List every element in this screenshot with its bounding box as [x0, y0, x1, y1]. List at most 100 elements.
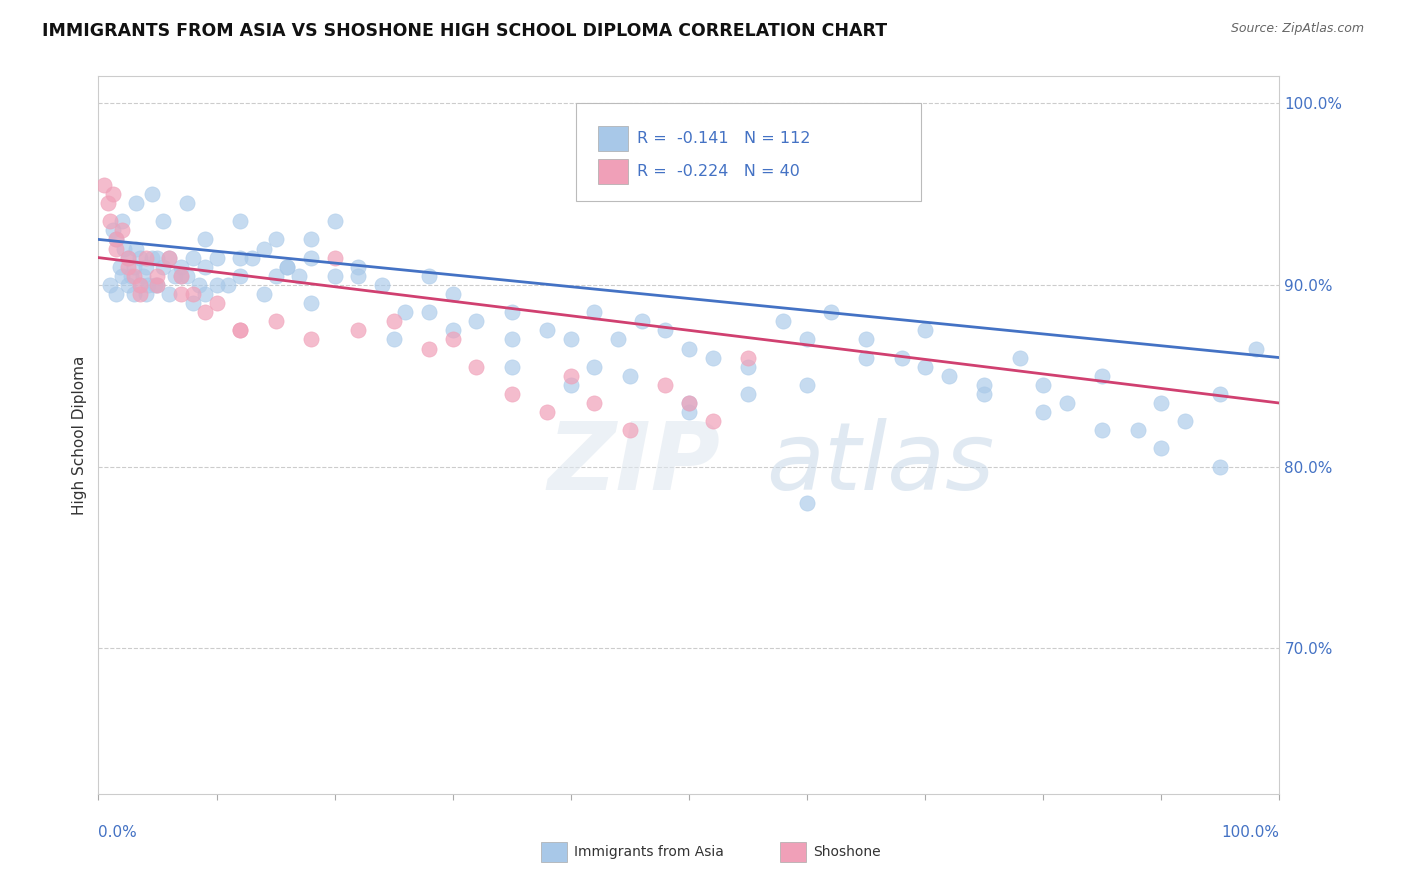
Point	[205, 277, 228, 292]
Point	[135, 251, 157, 265]
Point	[1150, 396, 1173, 410]
Point	[654, 323, 676, 337]
Point	[382, 333, 405, 347]
Point	[1209, 459, 1232, 474]
Text: Shoshone: Shoshone	[813, 845, 880, 859]
Point	[299, 333, 322, 347]
Point	[441, 333, 464, 347]
Point	[560, 333, 582, 347]
Point	[101, 186, 124, 201]
Point	[418, 268, 440, 283]
Point	[583, 305, 606, 319]
Point	[501, 359, 523, 374]
Point	[583, 359, 606, 374]
Point	[1091, 368, 1114, 383]
Point	[253, 242, 276, 256]
Point	[347, 260, 370, 274]
Point	[630, 314, 652, 328]
Point	[240, 251, 263, 265]
Point	[536, 405, 558, 419]
Point	[111, 268, 134, 283]
Point	[619, 423, 641, 437]
Point	[501, 333, 523, 347]
Point	[820, 305, 842, 319]
Point	[914, 323, 936, 337]
Point	[276, 260, 298, 274]
Text: Immigrants from Asia: Immigrants from Asia	[574, 845, 724, 859]
Point	[146, 277, 169, 292]
Point	[501, 305, 523, 319]
Point	[108, 260, 131, 274]
Point	[323, 251, 346, 265]
Point	[890, 351, 912, 365]
Y-axis label: High School Diploma: High School Diploma	[72, 355, 87, 515]
Point	[122, 260, 145, 274]
Point	[157, 251, 180, 265]
Point	[194, 305, 217, 319]
Point	[1150, 442, 1173, 456]
Point	[117, 251, 139, 265]
Point	[288, 268, 311, 283]
Point	[678, 396, 700, 410]
Point	[1174, 414, 1197, 428]
Point	[170, 268, 193, 283]
Point	[181, 287, 204, 301]
Point	[157, 251, 180, 265]
Point	[217, 277, 239, 292]
Point	[737, 387, 759, 401]
Point	[117, 277, 139, 292]
Point	[347, 323, 370, 337]
Point	[98, 277, 121, 292]
Text: 0.0%: 0.0%	[98, 825, 138, 840]
Point	[152, 260, 174, 274]
Point	[122, 268, 145, 283]
Point	[1008, 351, 1031, 365]
Point	[229, 323, 252, 337]
Point	[1032, 405, 1054, 419]
Point	[276, 260, 298, 274]
Point	[323, 268, 346, 283]
Point	[170, 260, 193, 274]
Point	[157, 287, 180, 301]
Point	[1126, 423, 1149, 437]
Point	[143, 277, 166, 292]
Point	[117, 260, 139, 274]
Point	[176, 268, 198, 283]
Point	[855, 351, 877, 365]
Point	[914, 359, 936, 374]
Point	[371, 277, 394, 292]
Point	[98, 214, 121, 228]
Point	[973, 377, 995, 392]
Point	[418, 342, 440, 356]
Point	[229, 214, 252, 228]
Point	[117, 251, 139, 265]
Point	[146, 268, 169, 283]
Point	[229, 323, 252, 337]
Point	[194, 232, 217, 246]
Point	[465, 359, 488, 374]
Point	[105, 287, 128, 301]
Point	[560, 377, 582, 392]
Point	[264, 268, 287, 283]
Point	[121, 268, 143, 283]
Point	[465, 314, 488, 328]
Point	[135, 260, 157, 274]
Point	[111, 214, 134, 228]
Point	[181, 251, 204, 265]
Point	[607, 333, 630, 347]
Point	[323, 214, 346, 228]
Point	[165, 268, 187, 283]
Point	[973, 387, 995, 401]
Point	[678, 342, 700, 356]
Point	[105, 232, 128, 246]
Point	[105, 242, 128, 256]
Point	[264, 314, 287, 328]
Point	[855, 333, 877, 347]
Point	[125, 196, 148, 211]
Point	[128, 277, 150, 292]
Point	[1032, 377, 1054, 392]
Point	[299, 232, 322, 246]
Point	[229, 268, 252, 283]
Point	[1056, 396, 1078, 410]
Point	[170, 287, 193, 301]
